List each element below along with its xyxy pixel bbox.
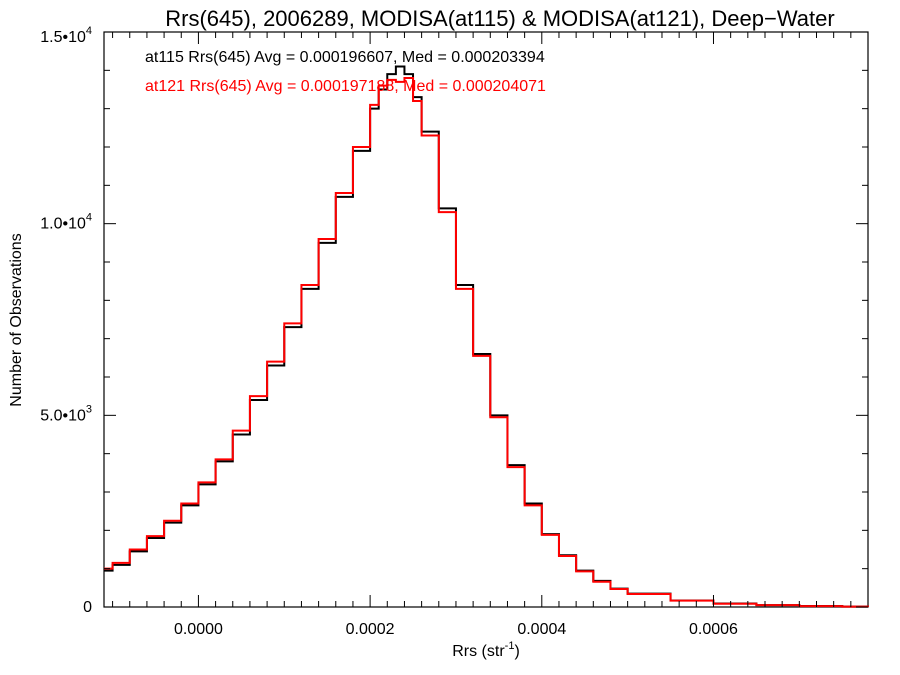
y-tick-label-exp: 3 bbox=[86, 403, 92, 415]
tick-layer: 0.0000 0.0002 0.0004 0.000605.0•1031.0•1041… bbox=[40, 25, 868, 638]
x-tick-label: 0.0004 bbox=[517, 621, 566, 638]
y-tick-label-exp: 4 bbox=[86, 212, 92, 224]
annotation-at115: at115 Rrs(645) Avg = 0.000196607, Med = … bbox=[145, 49, 545, 66]
y-tick-label-base: 1.5•10 bbox=[40, 29, 86, 46]
y-tick-label: 5.0•103 bbox=[40, 403, 92, 424]
y-tick-label: 1.5•104 bbox=[40, 25, 92, 46]
x-tick-label: 0.0002 bbox=[346, 621, 395, 638]
series-line-0 bbox=[104, 65, 869, 608]
x-tick-label: 0.0006 bbox=[689, 621, 738, 638]
series-line-1 bbox=[104, 77, 869, 608]
y-tick-label: 1.0•104 bbox=[40, 212, 92, 233]
x-axis-label-end: ) bbox=[514, 643, 519, 660]
y-tick-label: 0 bbox=[83, 599, 92, 616]
plot-frame bbox=[103, 31, 869, 608]
annotation-at121: at121 Rrs(645) Avg = 0.000197188, Med = … bbox=[145, 78, 546, 95]
y-tick-label-base: 1.0•10 bbox=[40, 216, 86, 233]
x-axis-label-sup: -1 bbox=[505, 640, 515, 652]
x-tick-label: 0.0000 bbox=[174, 621, 223, 638]
series-layer bbox=[104, 65, 869, 608]
y-tick-label-exp: 4 bbox=[86, 25, 92, 37]
y-axis-label: Number of Observations bbox=[8, 233, 25, 406]
x-axis-label-main: Rrs (str bbox=[452, 643, 505, 660]
y-tick-label-base: 5.0•10 bbox=[40, 407, 86, 424]
chart-title: Rrs(645), 2006289, MODISA(at115) & MODIS… bbox=[165, 6, 834, 31]
y-tick-label-base: 0 bbox=[83, 599, 92, 616]
x-axis-label: Rrs (str-1) bbox=[452, 640, 520, 660]
